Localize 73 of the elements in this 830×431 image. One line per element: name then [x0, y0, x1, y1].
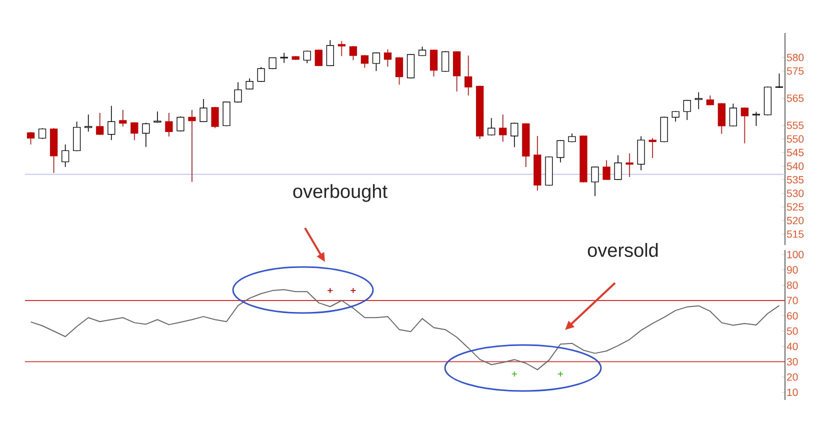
candlestick [349, 46, 357, 61]
candlestick [338, 40, 346, 56]
candlestick [729, 103, 737, 127]
line-series [30, 289, 780, 370]
candlestick [694, 92, 702, 110]
candlestick [648, 138, 656, 158]
candlestick [718, 102, 726, 134]
candlestick [384, 48, 392, 68]
y-tick-label: 555 [786, 122, 804, 130]
y-tick-label: 525 [786, 203, 804, 211]
candlestick [200, 98, 208, 123]
candlestick [142, 122, 150, 148]
candlestick [683, 99, 691, 120]
annotation: overbought [293, 184, 388, 202]
y-tick-label: 575 [786, 67, 804, 75]
candlestick [26, 132, 35, 145]
candlestick [280, 52, 288, 64]
candlestick [38, 128, 46, 140]
candlestick [234, 82, 242, 103]
candlestick [442, 50, 450, 72]
candlestick [556, 140, 564, 163]
y-tick-label: 70 [787, 296, 798, 304]
candlestick [188, 110, 196, 182]
candlestick [499, 114, 507, 142]
y-tick-label: 550 [786, 135, 804, 143]
candlestick [130, 122, 138, 140]
candlestick [626, 153, 634, 178]
candlestick [211, 106, 219, 129]
candlestick [119, 110, 127, 127]
candlestick [672, 110, 680, 122]
candlestick [614, 154, 622, 180]
y-tick-label: 30 [786, 358, 798, 366]
candlestick [591, 166, 599, 196]
candlestick [176, 116, 184, 132]
y-tick-label: 530 [786, 190, 804, 198]
candlestick [62, 144, 70, 168]
candlestick [96, 112, 104, 136]
candlestick [165, 112, 173, 137]
candlestick [372, 52, 380, 72]
y-tick-label: 40 [786, 342, 798, 350]
candlestick [257, 66, 265, 82]
candlestick [395, 56, 404, 86]
y-tick-label: 20 [787, 373, 798, 381]
candlestick [108, 105, 116, 140]
y-tick-label: 50 [786, 327, 798, 335]
candlestick [303, 50, 311, 64]
y-tick-label: 60 [787, 312, 798, 320]
candlestick [706, 95, 714, 106]
candlestick [360, 54, 369, 68]
y-tick-label: 535 [786, 176, 804, 184]
candlestick [602, 160, 610, 180]
candlestick [314, 49, 322, 67]
annotation: oversold [588, 243, 658, 257]
candlestick [84, 114, 92, 132]
y-tick-label: 10 [787, 388, 798, 396]
candlestick [326, 40, 334, 67]
y-tick-label: 100 [787, 250, 804, 258]
candlestick [510, 122, 518, 148]
candlestick [430, 49, 438, 77]
candlestick [73, 121, 81, 152]
candlestick [464, 55, 472, 96]
y-tick-label: 80 [786, 281, 798, 289]
y-tick-label: 545 [786, 148, 804, 156]
y-tick-label: 90 [787, 266, 798, 274]
y-tick-label: 520 [786, 216, 804, 224]
y-tick-label: 565 [786, 94, 804, 102]
candlestick [488, 118, 496, 136]
candlestick [740, 107, 748, 144]
y-tick-label: 515 [786, 230, 804, 238]
y-tick-label: 540 [786, 162, 804, 170]
candlestick [406, 54, 415, 79]
candlestick [752, 111, 760, 126]
y-tick-label: 580 [786, 54, 804, 62]
